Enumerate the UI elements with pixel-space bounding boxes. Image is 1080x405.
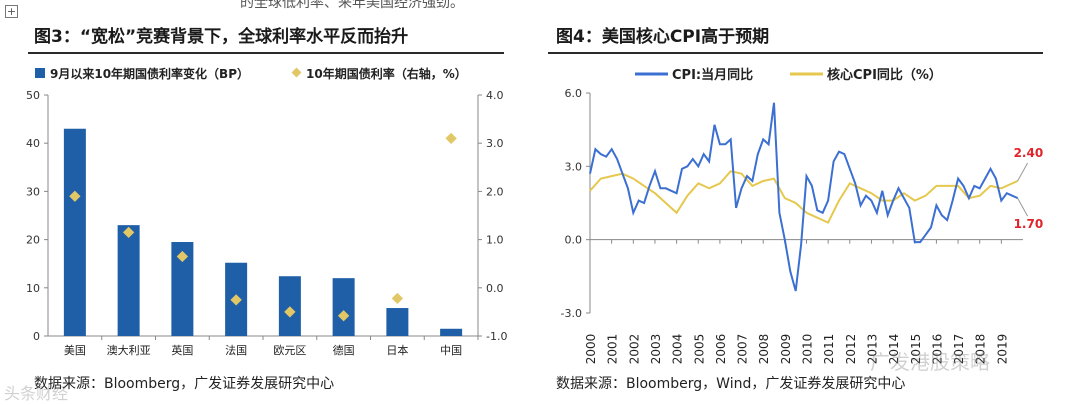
legend-cpi-label: CPI:当月同比 <box>672 67 753 83</box>
x-tick-label: 2014 <box>887 334 901 365</box>
y-tick-label: 50 <box>26 89 40 102</box>
x-tick-label: 2008 <box>757 334 771 365</box>
y2-tick-label: 2.0 <box>486 185 504 198</box>
diamond-point <box>176 250 189 263</box>
y2-tick-label: 0.0 <box>486 282 504 295</box>
y-tick-label: 20 <box>26 234 40 247</box>
y-tick-label: 6.0 <box>565 87 583 100</box>
left-chart-source: 数据来源：Bloomberg，广发证券发展研究中心 <box>34 376 335 392</box>
y-tick-label: 40 <box>26 137 40 150</box>
x-tick-label: 2003 <box>649 334 663 365</box>
x-tick-label: 英国 <box>171 343 193 357</box>
annotation-label: 2.40 <box>1014 146 1044 160</box>
x-tick-label: 2016 <box>930 334 944 365</box>
x-tick-label: 澳大利亚 <box>107 343 151 357</box>
x-tick-label: 2010 <box>801 334 815 365</box>
x-tick-label: 法国 <box>225 343 247 357</box>
x-tick-label: 2013 <box>865 334 879 365</box>
rates-bar-chart: 9月以来10年期国债利率变化（BP） 10年期国债利率（右轴，%） 0 10 20 30 4… <box>26 66 507 357</box>
right-chart-title: 图4：美国核心CPI高于预期 <box>556 27 770 47</box>
x-tick-label: 2005 <box>692 334 706 365</box>
right-title-rule <box>548 52 1043 54</box>
bar <box>386 308 409 336</box>
bar <box>171 242 194 336</box>
x-tick-label: 2009 <box>779 334 793 365</box>
y2-tick-label: 1.0 <box>486 234 504 247</box>
watermark-left: 头条财经 <box>4 384 69 403</box>
x-tick-label: 2006 <box>714 334 728 365</box>
diamond-point <box>284 306 296 318</box>
bar <box>332 278 355 336</box>
x-tick-label: 中国 <box>440 344 462 357</box>
top-cut-text: 的全球低利率、来年美国经济强劲。 <box>240 0 464 11</box>
legend-diamond-swatch <box>291 67 302 78</box>
x-tick-label: 美国 <box>64 344 86 357</box>
x-tick-label: 2015 <box>909 334 923 365</box>
bar <box>278 276 301 336</box>
x-tick-label: 2000 <box>584 334 598 365</box>
diamond-point <box>337 310 350 322</box>
left-chart-panel: 图3：“宽松”竞赛背景下，全球利率水平反而抬升 9月以来10年期国债利率变化（B… <box>0 0 520 405</box>
x-tick-label: 2004 <box>671 334 685 365</box>
x-tick-label: 2019 <box>995 334 1009 365</box>
cpi-line-chart: CPI:当月同比 核心CPI同比（%） -3.0 0.0 3.0 6.0 2000 2001 2… <box>561 67 1044 365</box>
bar <box>117 225 140 336</box>
watermark-right: 广发港股策略 <box>870 350 990 374</box>
y-tick-label: 10 <box>26 282 40 295</box>
legend-diamond-label: 10年期国债利率（右轴，%） <box>306 66 467 81</box>
diamond-point <box>230 294 242 306</box>
annotation-label: 1.70 <box>1014 217 1044 231</box>
y-tick-label: 0.0 <box>565 234 583 247</box>
x-tick-label: 2002 <box>627 334 641 365</box>
y2-tick-label: -1.0 <box>486 330 507 343</box>
legend-bar-swatch <box>35 68 45 78</box>
right-chart-panel: 图4：美国核心CPI高于预期 CPI:当月同比 核心CPI同比（%） -3.0 0.0… <box>540 0 1080 405</box>
legend-core-label: 核心CPI同比（%） <box>827 67 942 83</box>
x-tick-label: 2012 <box>844 334 858 365</box>
x-tick-label: 日本 <box>386 343 408 357</box>
table-move-handle-icon[interactable]: + <box>5 5 18 18</box>
y2-tick-label: 3.0 <box>486 137 504 150</box>
y-tick-label: 3.0 <box>565 160 583 173</box>
x-tick-label: 2007 <box>736 334 750 365</box>
annotation-leader <box>1017 197 1029 217</box>
diamond-point <box>391 292 404 305</box>
left-title-rule <box>28 52 504 54</box>
x-tick-label: 2018 <box>974 334 988 365</box>
diamond-point <box>445 132 457 145</box>
x-tick-label: 德国 <box>333 343 355 357</box>
cpi-line <box>589 102 1019 292</box>
y-tick-label: 30 <box>26 185 40 198</box>
right-chart-source: 数据来源：Bloomberg，Wind，广发证券发展研究中心 <box>556 376 906 392</box>
left-chart-title: 图3：“宽松”竞赛背景下，全球利率水平反而抬升 <box>34 27 409 47</box>
y-tick-label: -3.0 <box>561 307 582 320</box>
legend-bar-label: 9月以来10年期国债利率变化（BP） <box>50 66 249 81</box>
y-tick-label: 0 <box>33 330 40 343</box>
y2-tick-label: 4.0 <box>486 89 504 102</box>
x-tick-label: 2017 <box>952 334 966 365</box>
x-tick-label: 2011 <box>822 334 836 365</box>
x-tick-label: 欧元区 <box>273 344 306 357</box>
x-tick-label: 2001 <box>606 334 620 365</box>
core-cpi-line <box>589 170 1019 224</box>
bar <box>63 128 86 336</box>
annotation-leader <box>1017 162 1029 182</box>
bar <box>440 328 463 336</box>
